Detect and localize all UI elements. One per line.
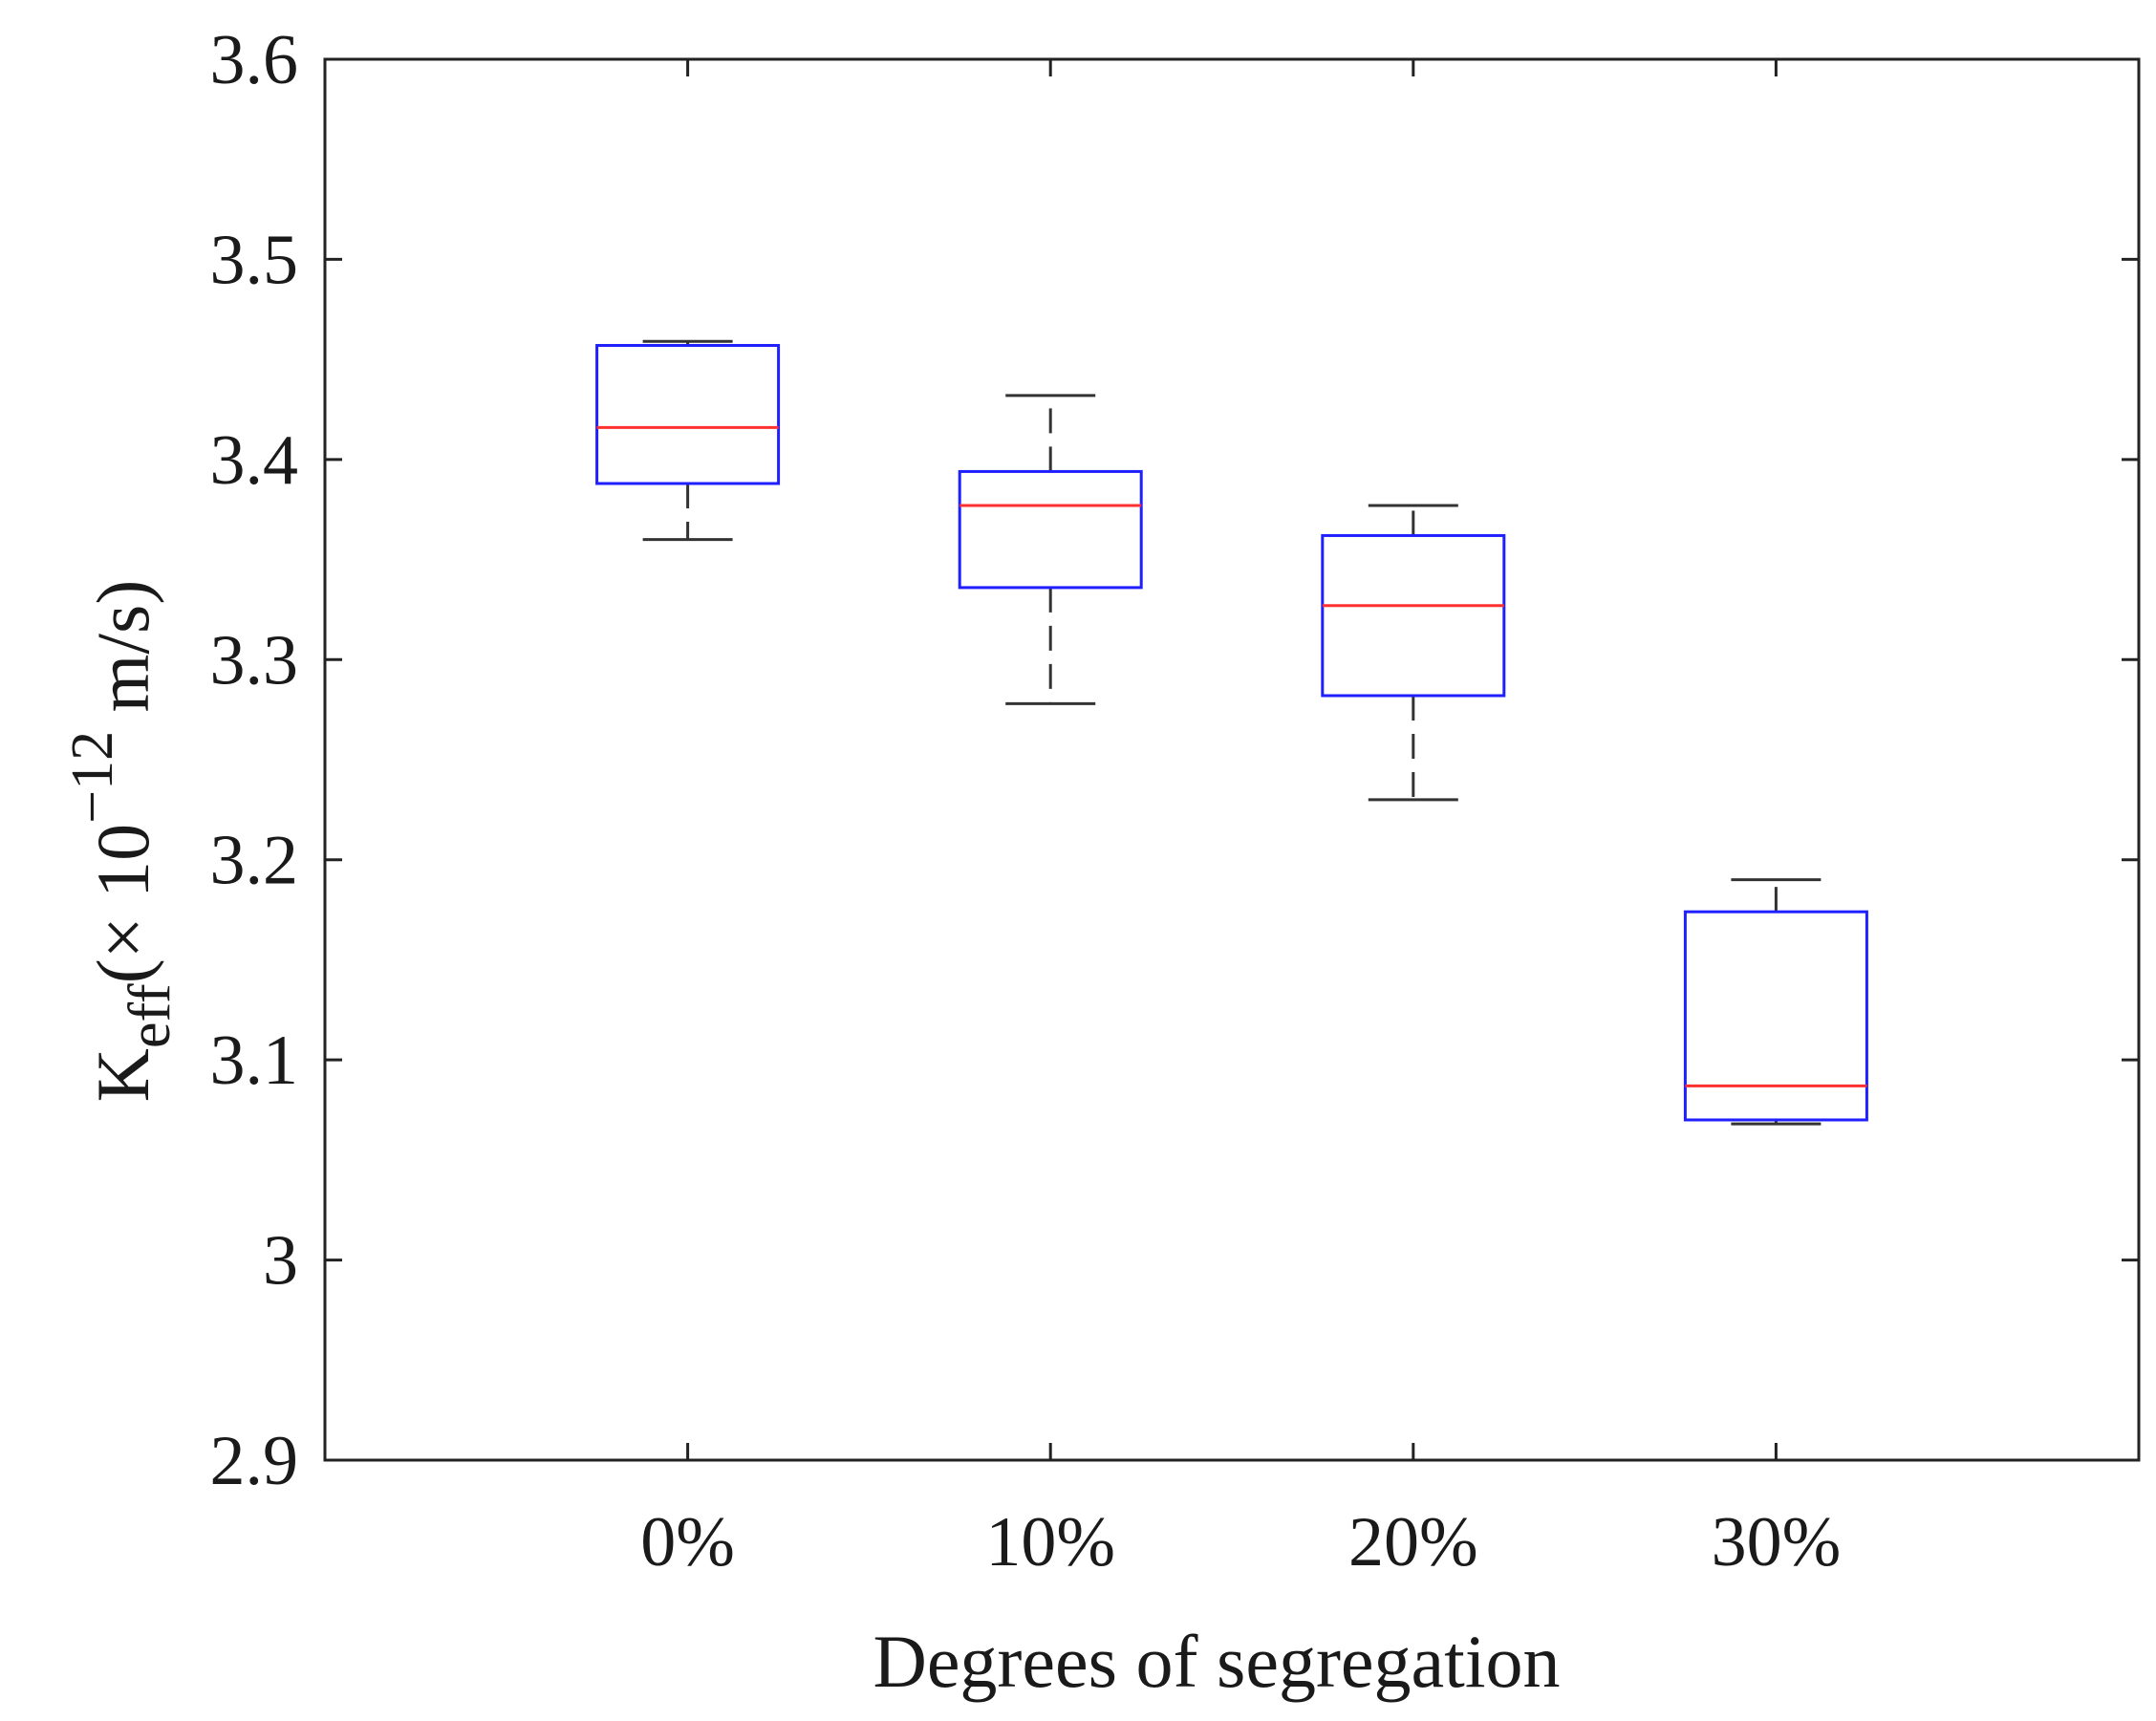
- ticks: [325, 57, 2139, 1462]
- y-tick-label: 3.2: [210, 822, 299, 900]
- y-tick-label: 3.1: [210, 1022, 299, 1100]
- plot-frame: [323, 57, 2141, 1462]
- y-tick-label: 3.5: [210, 221, 299, 299]
- labels: 2.9 3 3.1 3.2 3.3 3.4 3.5 3.6 0% 10% 20% 30%: [210, 21, 1842, 1581]
- box-iqr: [595, 343, 781, 485]
- box-group: [1683, 878, 1868, 1126]
- y-axis-title: Keff(× 10−12 m/s): [60, 580, 183, 1103]
- y-axis-title-main: K: [81, 1048, 164, 1102]
- x-tick-label: 10%: [985, 1503, 1115, 1581]
- y-tick-label: 3: [263, 1222, 298, 1301]
- y-tick-label: 3.4: [210, 421, 299, 500]
- box-group: [1321, 504, 1506, 802]
- box-group: [958, 394, 1143, 705]
- y-tick-label: 3.3: [210, 621, 299, 699]
- box-iqr: [958, 469, 1143, 590]
- y-axis-title-exponent: −12: [60, 731, 125, 824]
- box-iqr: [1321, 533, 1506, 698]
- x-tick-label: 30%: [1712, 1503, 1842, 1581]
- y-axis-title-units-suffix: m/s): [81, 580, 164, 731]
- x-axis-title: Degrees of segregation: [873, 1620, 1560, 1703]
- y-axis-title-units: (× 10: [81, 824, 164, 983]
- box-iqr: [1683, 910, 1868, 1122]
- y-tick-label: 3.6: [210, 21, 299, 99]
- axes: [323, 57, 2141, 1462]
- y-tick-label: 2.9: [210, 1422, 299, 1500]
- y-axis-title-subscript: eff: [118, 983, 183, 1048]
- x-tick-label: 20%: [1348, 1503, 1478, 1581]
- boxes: [595, 339, 1868, 1126]
- x-tick-label: 0%: [640, 1503, 735, 1581]
- box-group: [595, 339, 781, 542]
